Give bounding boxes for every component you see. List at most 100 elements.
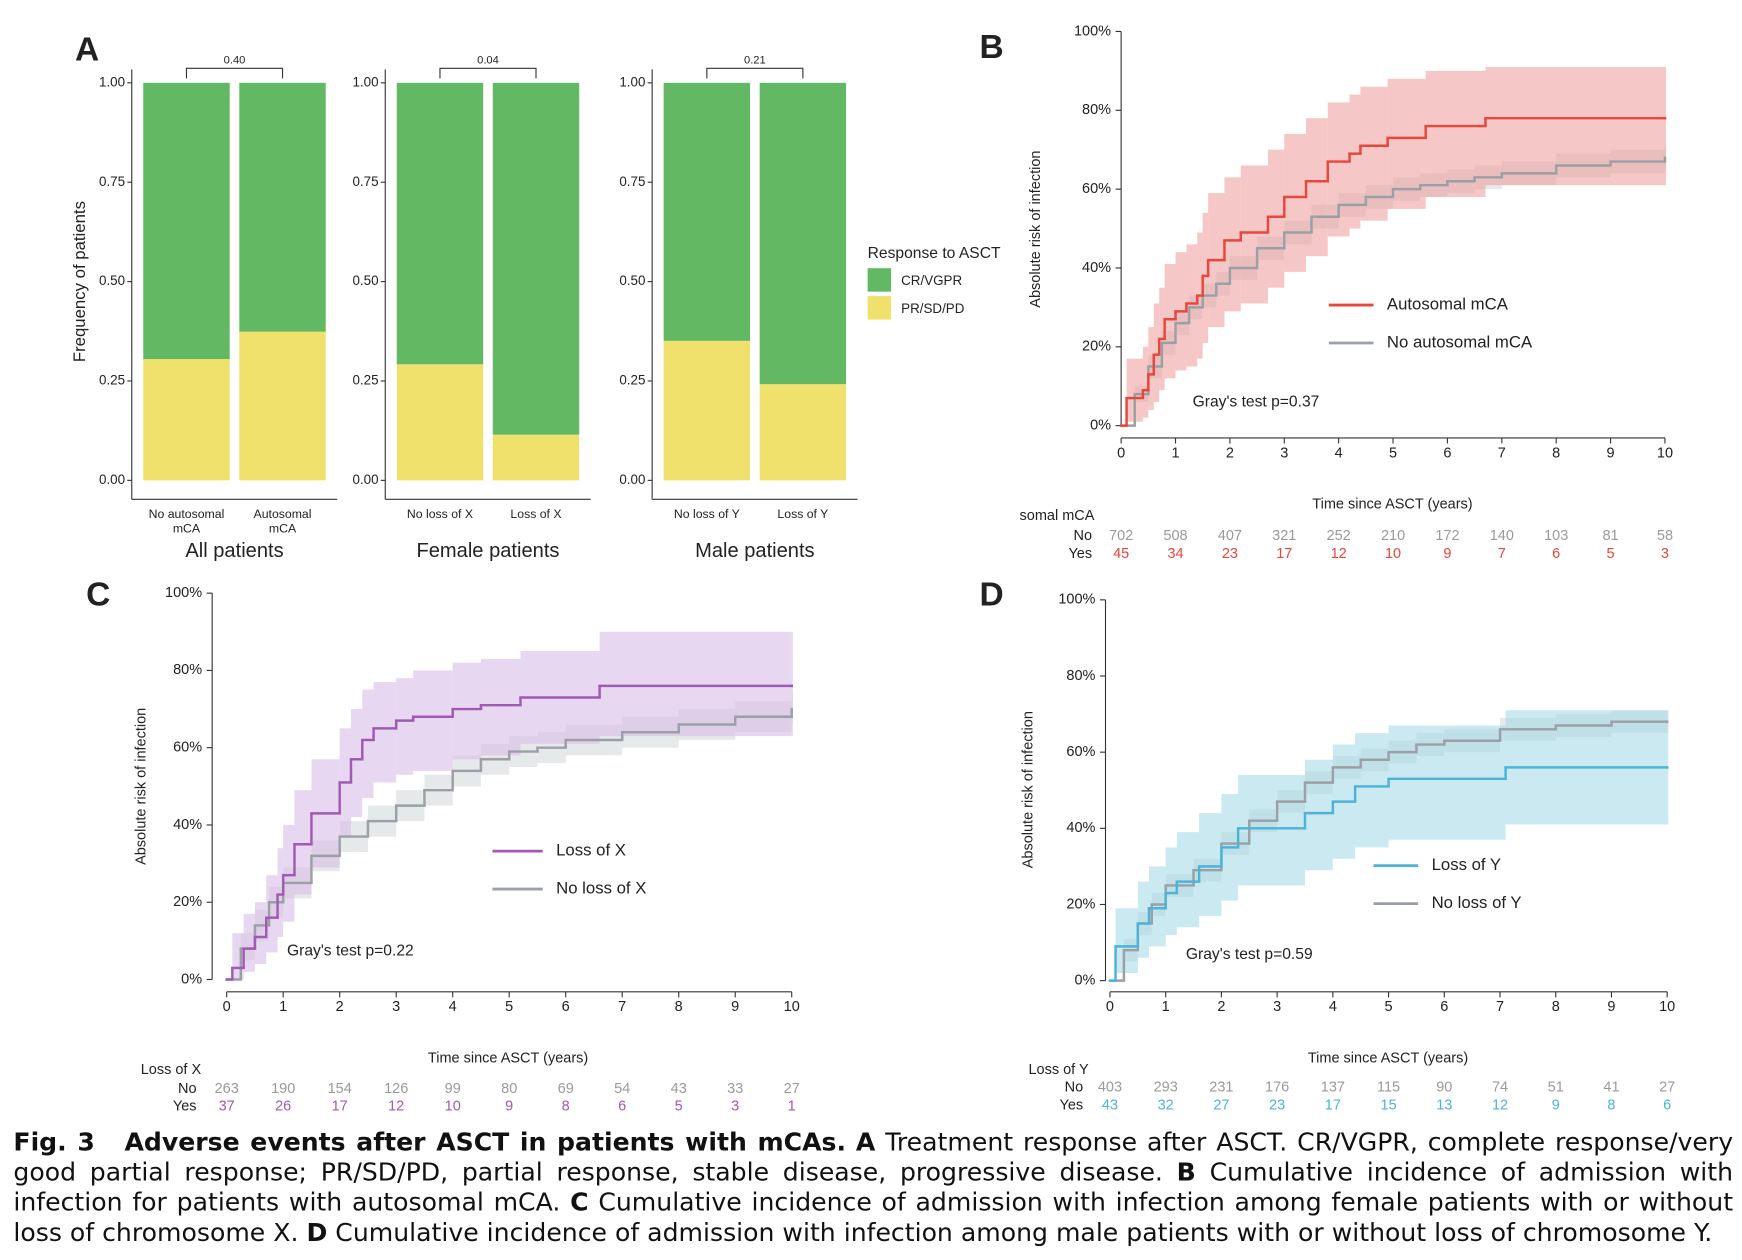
confidence-band [1664, 66, 1667, 186]
x-tick-label: 1 [279, 999, 287, 1015]
confidence-band [1284, 133, 1307, 272]
x-tick-label: 0 [223, 999, 231, 1015]
confidence-band [1153, 303, 1160, 402]
x-tick-label: Loss of X [510, 507, 561, 521]
risk-count: 8 [562, 1099, 570, 1115]
x-tick-label: 8 [1552, 445, 1560, 461]
x-axis-label: Male patients [695, 540, 815, 562]
bar-segment [396, 82, 484, 365]
risk-count: 41 [1603, 1080, 1619, 1096]
bar-segment [759, 384, 847, 481]
y-tick-label: 0.25 [619, 373, 645, 388]
y-tick-label: 0% [181, 971, 202, 987]
x-tick-label: 3 [392, 999, 400, 1015]
risk-count: 12 [388, 1099, 404, 1115]
risk-count: 403 [1098, 1080, 1122, 1096]
risk-count: 90 [1436, 1080, 1452, 1096]
x-axis-label: All patients [185, 540, 283, 562]
x-axis-label: Time since ASCT (years) [428, 1051, 588, 1067]
confidence-band [1425, 70, 1486, 198]
panel-label: D [979, 576, 1003, 613]
confidence-band [396, 678, 414, 775]
x-tick-label: 6 [562, 999, 570, 1015]
bar-segment [492, 82, 580, 435]
risk-count: 58 [1657, 528, 1673, 544]
y-axis-label: Absolute risk of infection [1028, 151, 1044, 308]
risk-count: 137 [1321, 1080, 1345, 1096]
bar-segment [239, 82, 326, 332]
risk-count: 17 [1276, 546, 1292, 562]
y-tick-label: 100% [1058, 592, 1095, 608]
y-tick-label: 0.50 [99, 273, 125, 288]
x-tick-label: 4 [1335, 445, 1343, 461]
risk-table-title: Loss of X [141, 1062, 202, 1078]
panel-label: B [979, 29, 1003, 66]
risk-count: 23 [1269, 1098, 1285, 1114]
y-tick-label: 0.50 [619, 273, 645, 288]
y-tick-label: 100% [165, 585, 202, 601]
x-tick-label: 8 [1552, 999, 1560, 1015]
risk-count: 8 [1607, 1098, 1615, 1114]
risk-count: 154 [328, 1081, 352, 1097]
confidence-band [1165, 847, 1177, 935]
caption-text: Fig. 3 Adverse events after ASCT in pati… [13, 1128, 1733, 1249]
y-tick-label: 40% [173, 817, 202, 833]
y-tick-label: 0% [1090, 417, 1111, 433]
y-tick-label: 0.75 [619, 174, 645, 189]
y-tick-label: 1.00 [619, 74, 645, 89]
risk-count: 6 [618, 1099, 626, 1115]
risk-count: 13 [1436, 1098, 1452, 1114]
confidence-band [277, 848, 284, 938]
caption-letter: C [570, 1188, 589, 1218]
x-tick-label: No autosomal mCA [149, 507, 225, 536]
significance-bracket [706, 67, 804, 79]
caption-letter: A [855, 1128, 876, 1158]
y-tick-label: 60% [173, 740, 202, 756]
legend-swatch [867, 296, 892, 320]
bar-segment [396, 364, 484, 481]
y-tick-label: 80% [1066, 668, 1095, 684]
confidence-band [373, 682, 397, 783]
confidence-band [254, 902, 267, 965]
confidence-band [294, 790, 312, 895]
risk-row-label: No [1074, 528, 1093, 544]
caption-letter: D [306, 1218, 328, 1248]
confidence-band [1148, 327, 1154, 410]
y-axis-label: Absolute risk of infection [134, 708, 150, 865]
risk-count: 252 [1327, 528, 1351, 544]
risk-count: 115 [1377, 1080, 1400, 1096]
legend-label: Loss of Y [1432, 855, 1502, 874]
risk-count: 43 [1102, 1098, 1118, 1114]
risk-count: 5 [1607, 546, 1615, 562]
risk-count: 9 [1552, 1098, 1560, 1114]
legend-label: No loss of X [556, 878, 646, 897]
y-axis-label: Absolute risk of infection [1020, 711, 1036, 868]
y-tick-label: 20% [1082, 339, 1111, 355]
x-tick-label: 1 [1162, 999, 1170, 1015]
risk-count: 10 [445, 1099, 461, 1115]
annotation: Gray's test p=0.59 [1186, 946, 1313, 963]
risk-count: 176 [1265, 1080, 1289, 1096]
risk-count: 321 [1272, 528, 1296, 544]
bar-segment [239, 331, 326, 481]
risk-count: 17 [1325, 1098, 1341, 1114]
y-tick-label: 40% [1066, 820, 1095, 836]
risk-count: 5 [675, 1099, 683, 1115]
y-tick-label: 100% [1074, 23, 1111, 39]
confidence-band [1126, 358, 1143, 422]
panel-label: C [86, 576, 110, 613]
confidence-band [1148, 866, 1166, 947]
y-tick-label: 0.00 [619, 472, 645, 487]
risk-count: 3 [731, 1099, 739, 1115]
caption-label: Fig. 3 [13, 1128, 95, 1158]
risk-count: 12 [1492, 1098, 1508, 1114]
risk-count: 15 [1381, 1098, 1397, 1114]
legend-label: Loss of X [556, 841, 626, 860]
risk-count: 508 [1163, 528, 1187, 544]
risk-count: 9 [505, 1099, 513, 1115]
x-axis-label: Time since ASCT (years) [1312, 497, 1472, 513]
risk-count: 27 [1659, 1080, 1675, 1096]
x-tick-label: 7 [1498, 445, 1506, 461]
confidence-band [1164, 264, 1176, 379]
confidence-band [1202, 212, 1209, 343]
